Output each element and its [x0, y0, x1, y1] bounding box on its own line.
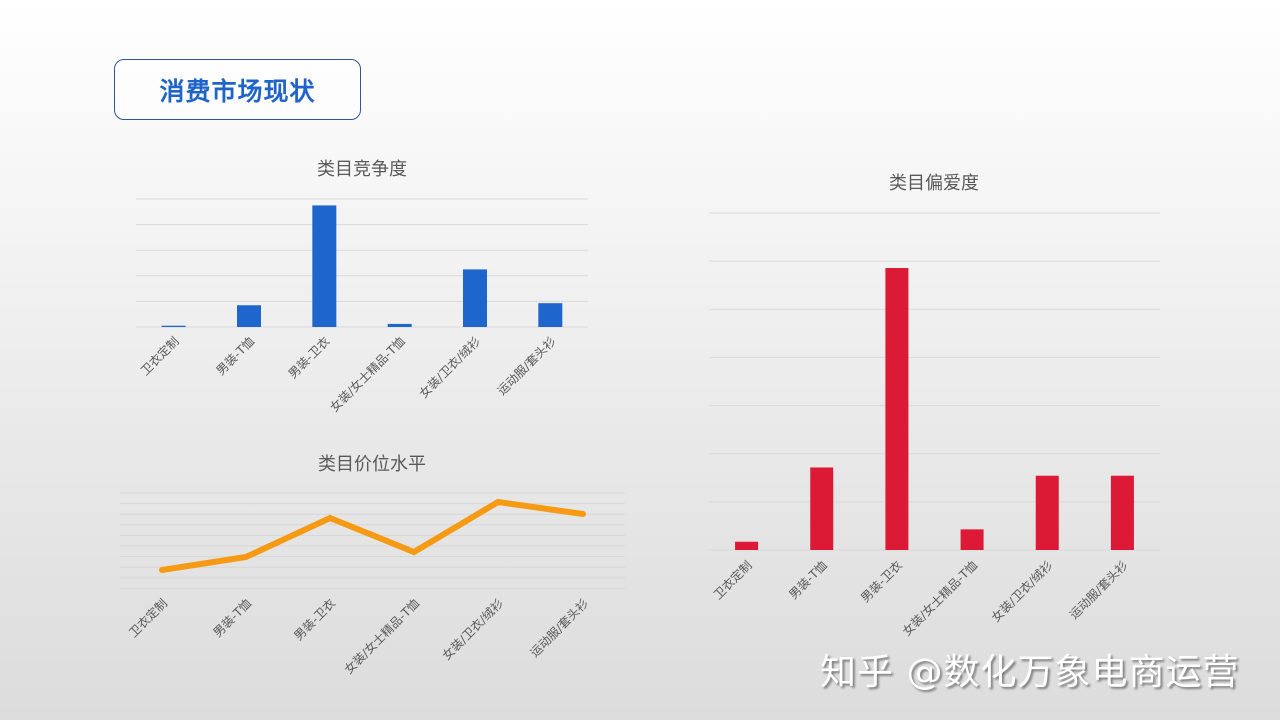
x-axis-label: 女装/卫衣/绒衫: [988, 558, 1055, 625]
preference-bars: [735, 268, 1134, 550]
x-axis-label: 卫衣定制: [710, 558, 755, 603]
competition-bars: [161, 205, 563, 327]
watermark: 知乎 @数化万象电商运营: [820, 652, 1240, 693]
bar: [538, 303, 563, 327]
x-axis-label: 女装/女士精品-T恤: [899, 558, 980, 639]
preference-gridlines: [709, 212, 1160, 551]
bar: [312, 205, 337, 327]
bar: [810, 467, 834, 550]
bar: [161, 325, 186, 327]
x-axis-label: 男装-T恤: [786, 558, 830, 602]
price-line: [159, 498, 586, 573]
competition-gridlines: [136, 198, 588, 328]
bar: [387, 323, 412, 327]
competition-chart-title: 类目竞争度: [317, 159, 407, 180]
section-title-box: 消费市场现状: [114, 59, 361, 120]
bar: [885, 268, 909, 550]
section-title: 消费市场现状: [159, 76, 316, 106]
bar: [463, 269, 487, 327]
bar: [1110, 475, 1134, 550]
bar: [735, 541, 759, 550]
bar: [237, 305, 261, 327]
preference-chart-title: 类目偏爱度: [889, 173, 979, 194]
bar: [960, 529, 984, 550]
price-chart-title: 类目价位水平: [318, 454, 426, 475]
price-gridlines: [120, 492, 625, 589]
bar: [1035, 475, 1059, 550]
x-axis-label: 男装-卫衣: [857, 558, 905, 606]
x-axis-label: 运动服/套头衫: [1067, 558, 1131, 622]
